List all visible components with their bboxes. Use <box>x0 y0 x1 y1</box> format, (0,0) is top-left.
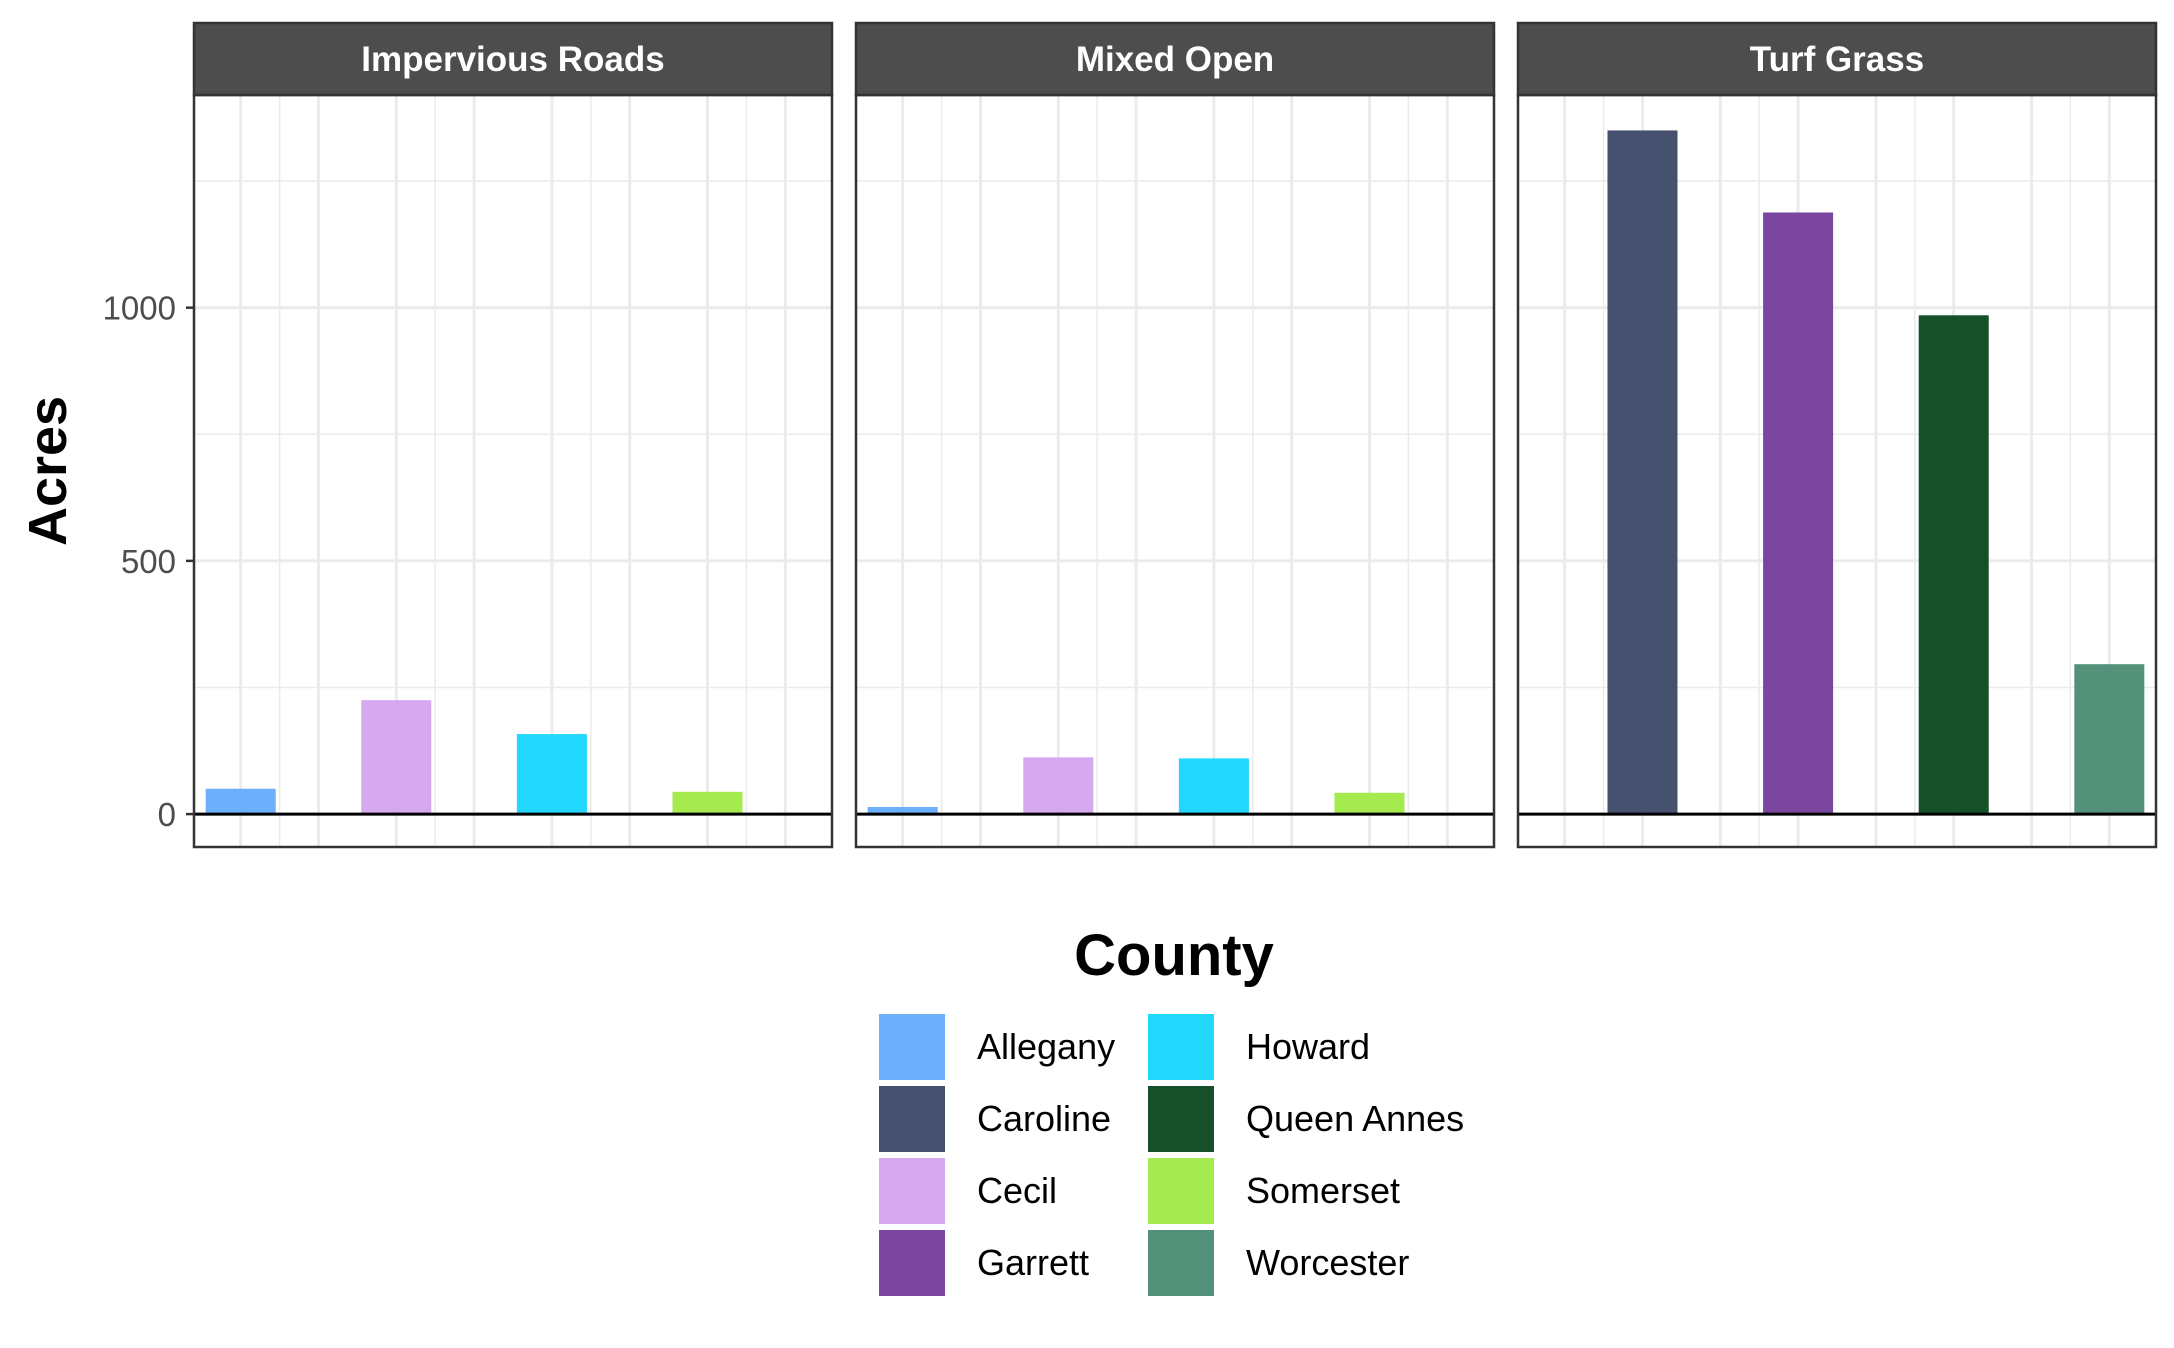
bar <box>2074 664 2145 815</box>
bar <box>516 734 587 815</box>
y-tick-label: 1000 <box>103 290 176 327</box>
bar <box>1334 792 1405 815</box>
facet-strip-label: Turf Grass <box>1750 40 1924 79</box>
bar <box>1607 130 1678 815</box>
legend-label: Queen Annes <box>1246 1098 1464 1139</box>
facet-strip <box>854 21 1496 97</box>
y-tick-label: 0 <box>158 796 176 833</box>
bar <box>1918 315 1989 815</box>
legend-key <box>879 1086 945 1152</box>
bar <box>672 791 743 815</box>
bar <box>1763 212 1834 815</box>
bar <box>867 806 938 815</box>
legend-label: Cecil <box>977 1170 1057 1211</box>
legend-label: Howard <box>1246 1026 1370 1067</box>
bar <box>1178 758 1249 815</box>
legend-key <box>1148 1086 1214 1152</box>
legend-key <box>1148 1158 1214 1224</box>
bar <box>1023 757 1094 815</box>
legend-key <box>1148 1014 1214 1080</box>
legend-label: Somerset <box>1246 1170 1400 1211</box>
legend-title: County <box>1074 923 1274 988</box>
y-tick-label: 500 <box>121 543 176 580</box>
legend-label: Worcester <box>1246 1242 1409 1283</box>
legend-key <box>1148 1230 1214 1296</box>
panel-background <box>194 95 832 847</box>
facet-strip-label: Mixed Open <box>1076 40 1274 79</box>
legend-key <box>879 1158 945 1224</box>
panel-background <box>856 95 1494 847</box>
legend-label: Garrett <box>977 1242 1089 1283</box>
legend-label: Caroline <box>977 1098 1111 1139</box>
legend-key <box>879 1230 945 1296</box>
y-axis-title: Acres <box>18 396 78 546</box>
facet-strip <box>192 21 834 97</box>
legend-key <box>879 1014 945 1080</box>
facet-strip <box>1516 21 2158 97</box>
bar <box>205 788 276 815</box>
facet-strip-label: Impervious Roads <box>361 40 664 79</box>
bar <box>361 700 432 815</box>
legend-label: Allegany <box>977 1026 1115 1067</box>
